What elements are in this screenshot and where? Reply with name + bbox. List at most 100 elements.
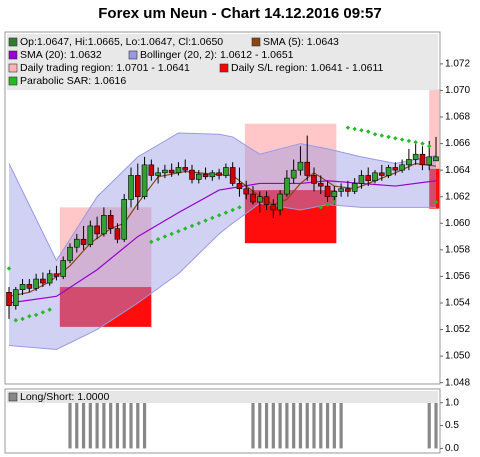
candle-body (345, 188, 351, 192)
candle-body (385, 167, 392, 176)
candle-body (128, 175, 134, 200)
sar-point (13, 318, 18, 323)
candle-body (80, 238, 87, 245)
region-band (429, 168, 440, 209)
sar-point (366, 129, 371, 134)
candle-body (290, 169, 297, 179)
long-short-bar (88, 402, 92, 449)
sar-point (332, 199, 337, 205)
sar-point (189, 223, 195, 229)
sar-point (162, 234, 168, 239)
candle-body (412, 153, 419, 160)
candle-body (317, 183, 324, 187)
candle-body (365, 175, 372, 182)
y-tick-label: 1.054 (445, 298, 470, 309)
sar-point (359, 128, 364, 133)
sar-point (427, 144, 432, 149)
long-short-bar (136, 402, 140, 449)
candle-body (406, 159, 412, 166)
legend-swatch (8, 63, 18, 73)
long-short-bar (285, 402, 289, 449)
candle-body (378, 172, 385, 176)
region-band (59, 287, 152, 327)
sar-point (393, 136, 398, 141)
long-short-bar (298, 402, 303, 449)
candle-body (114, 228, 121, 240)
candle-body (73, 238, 80, 248)
candle-body (148, 164, 155, 176)
sar-point (196, 221, 201, 226)
candle-body (236, 183, 243, 190)
legend-swatch (219, 63, 229, 73)
candle-body (358, 175, 365, 184)
sar-point (47, 307, 52, 312)
legend-label: SMA (5): 1.0643 (263, 36, 339, 48)
candle-body (94, 225, 100, 235)
sub-legend-box (7, 391, 438, 403)
y-tick-label: 1.058 (445, 244, 470, 255)
candle-body (263, 196, 270, 205)
long-short-bar (251, 402, 255, 449)
y-tick-label: 1.052 (445, 324, 470, 335)
candle-body (46, 273, 53, 284)
legend-swatch (8, 37, 18, 47)
candle-body (338, 188, 344, 192)
legend-label: Bollinger (20, 2): 1.0612 - 1.0651 (140, 49, 294, 61)
candle-body (216, 172, 222, 176)
sub-chart-title: Long/Short: 1.0000 (20, 391, 109, 403)
candle-body (209, 172, 216, 178)
long-short-bar (122, 402, 126, 449)
candle-body (433, 156, 439, 162)
sar-point (318, 205, 323, 210)
candle-body (60, 260, 67, 277)
sar-point (183, 226, 188, 231)
sar-point (433, 199, 439, 205)
legend: Op:1.0647, Hi:1.0665, Lo:1.0647, Cl:1.06… (7, 34, 438, 90)
candle-body (101, 215, 107, 235)
candle-body (33, 278, 39, 289)
candle-body (284, 177, 290, 195)
bollinger-lower (8, 202, 436, 350)
legend-swatch (8, 50, 18, 60)
long-short-bar (142, 402, 147, 449)
legend-label: Daily trading region: 1.0701 - 1.0641 (20, 62, 190, 74)
candle-body (270, 204, 277, 211)
long-short-bar (75, 402, 79, 449)
candle-body (121, 199, 128, 240)
candle-body (134, 175, 141, 198)
candle-body (53, 273, 60, 277)
sar-point (386, 134, 391, 140)
candle-body (324, 185, 331, 198)
candle-body (304, 161, 311, 176)
region-band (429, 89, 440, 169)
long-short-bar (305, 402, 309, 449)
y-tick-label: 1.056 (445, 271, 470, 282)
sar-point (372, 132, 378, 137)
legend-swatch (128, 50, 138, 60)
y-tick-label: 1.068 (445, 112, 470, 123)
candle-body (392, 167, 399, 171)
long-short-bar (278, 402, 282, 449)
sar-point (155, 237, 161, 242)
legend-label: Parabolic SAR: 1.0616 (20, 75, 126, 87)
long-short-bar (332, 402, 336, 449)
candle-body (141, 164, 148, 198)
sar-point (203, 218, 208, 223)
y-tick-label: 1.050 (445, 351, 470, 362)
candle-body (195, 173, 202, 180)
long-short-bar (264, 402, 269, 449)
y-tick-label: 1.0 (445, 397, 459, 408)
sar-point (379, 133, 384, 138)
sar-point (345, 125, 351, 130)
sar-point (176, 229, 181, 234)
legend-label: Daily S/L region: 1.0641 - 1.0611 (231, 62, 384, 74)
candle-body (87, 225, 94, 245)
candle-body (297, 161, 304, 171)
long-short-bar (271, 402, 275, 449)
candle-body (229, 167, 236, 184)
candle-body (419, 153, 426, 166)
long-short-bar (102, 402, 106, 449)
long-short-bar (319, 402, 323, 449)
long-short-bar (95, 402, 99, 449)
sar-point (406, 138, 412, 144)
